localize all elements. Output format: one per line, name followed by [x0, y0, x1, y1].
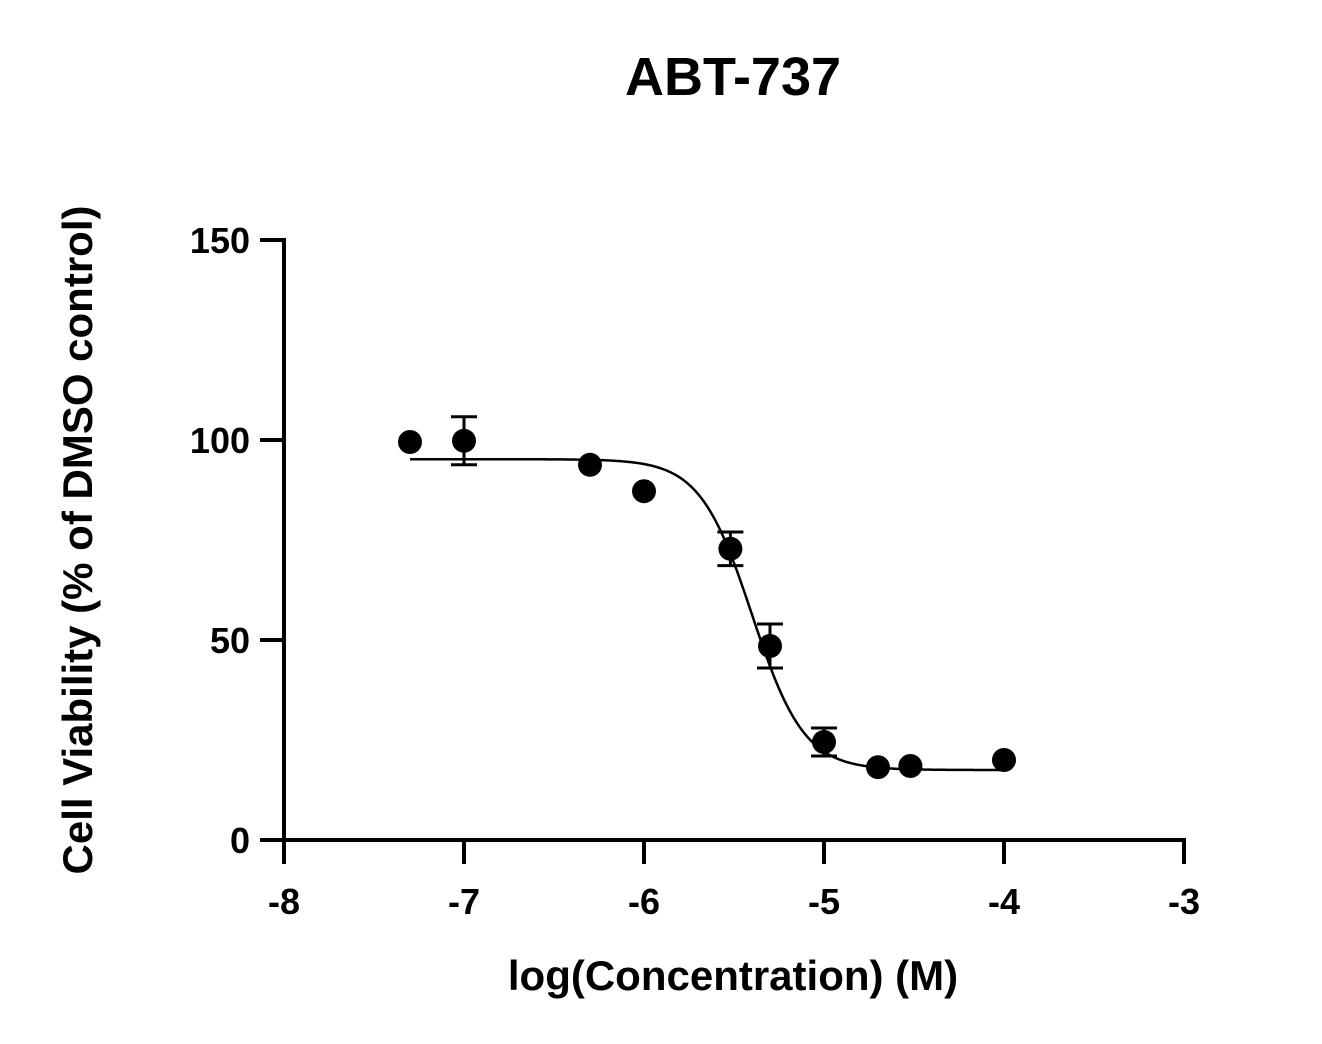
x-tick-label: -4	[988, 881, 1020, 922]
data-point	[717, 530, 744, 568]
x-tick-label: -7	[448, 881, 480, 922]
fit-curve-group	[410, 457, 1004, 772]
data-marker	[632, 479, 656, 504]
data-marker	[812, 730, 836, 754]
axes: 0 50 100 150 -8 -7 -6 -5 -4 -3	[190, 220, 1200, 922]
y-tick-label: 0	[230, 820, 250, 861]
x-tick-label: -3	[1168, 881, 1200, 922]
data-marker	[578, 452, 602, 477]
y-tick-label: 50	[210, 620, 250, 661]
data-point	[811, 726, 837, 758]
data-points	[398, 415, 1016, 780]
data-marker	[898, 754, 923, 778]
y-tick-label: 100	[190, 420, 250, 461]
data-point	[898, 754, 923, 778]
data-point	[757, 622, 783, 670]
data-point	[866, 755, 890, 780]
chart-title: ABT-737	[625, 47, 841, 107]
data-marker	[718, 536, 743, 561]
y-axis-label: Cell Viability (% of DMSO control)	[54, 206, 101, 875]
data-point	[632, 479, 656, 504]
fit-curve	[410, 457, 1004, 772]
y-tick-label: 150	[190, 220, 250, 261]
x-tick-label: -5	[808, 881, 840, 922]
x-tick-label: -6	[628, 881, 660, 922]
x-tick-label: -8	[268, 881, 300, 922]
data-marker	[452, 428, 476, 453]
data-point	[451, 415, 477, 467]
data-marker	[398, 430, 422, 454]
data-marker	[992, 748, 1016, 772]
data-point	[992, 748, 1016, 772]
data-point	[398, 430, 422, 454]
data-marker	[758, 634, 782, 658]
data-marker	[866, 755, 890, 780]
data-point	[578, 452, 602, 477]
x-axis-label: log(Concentration) (M)	[508, 952, 958, 999]
